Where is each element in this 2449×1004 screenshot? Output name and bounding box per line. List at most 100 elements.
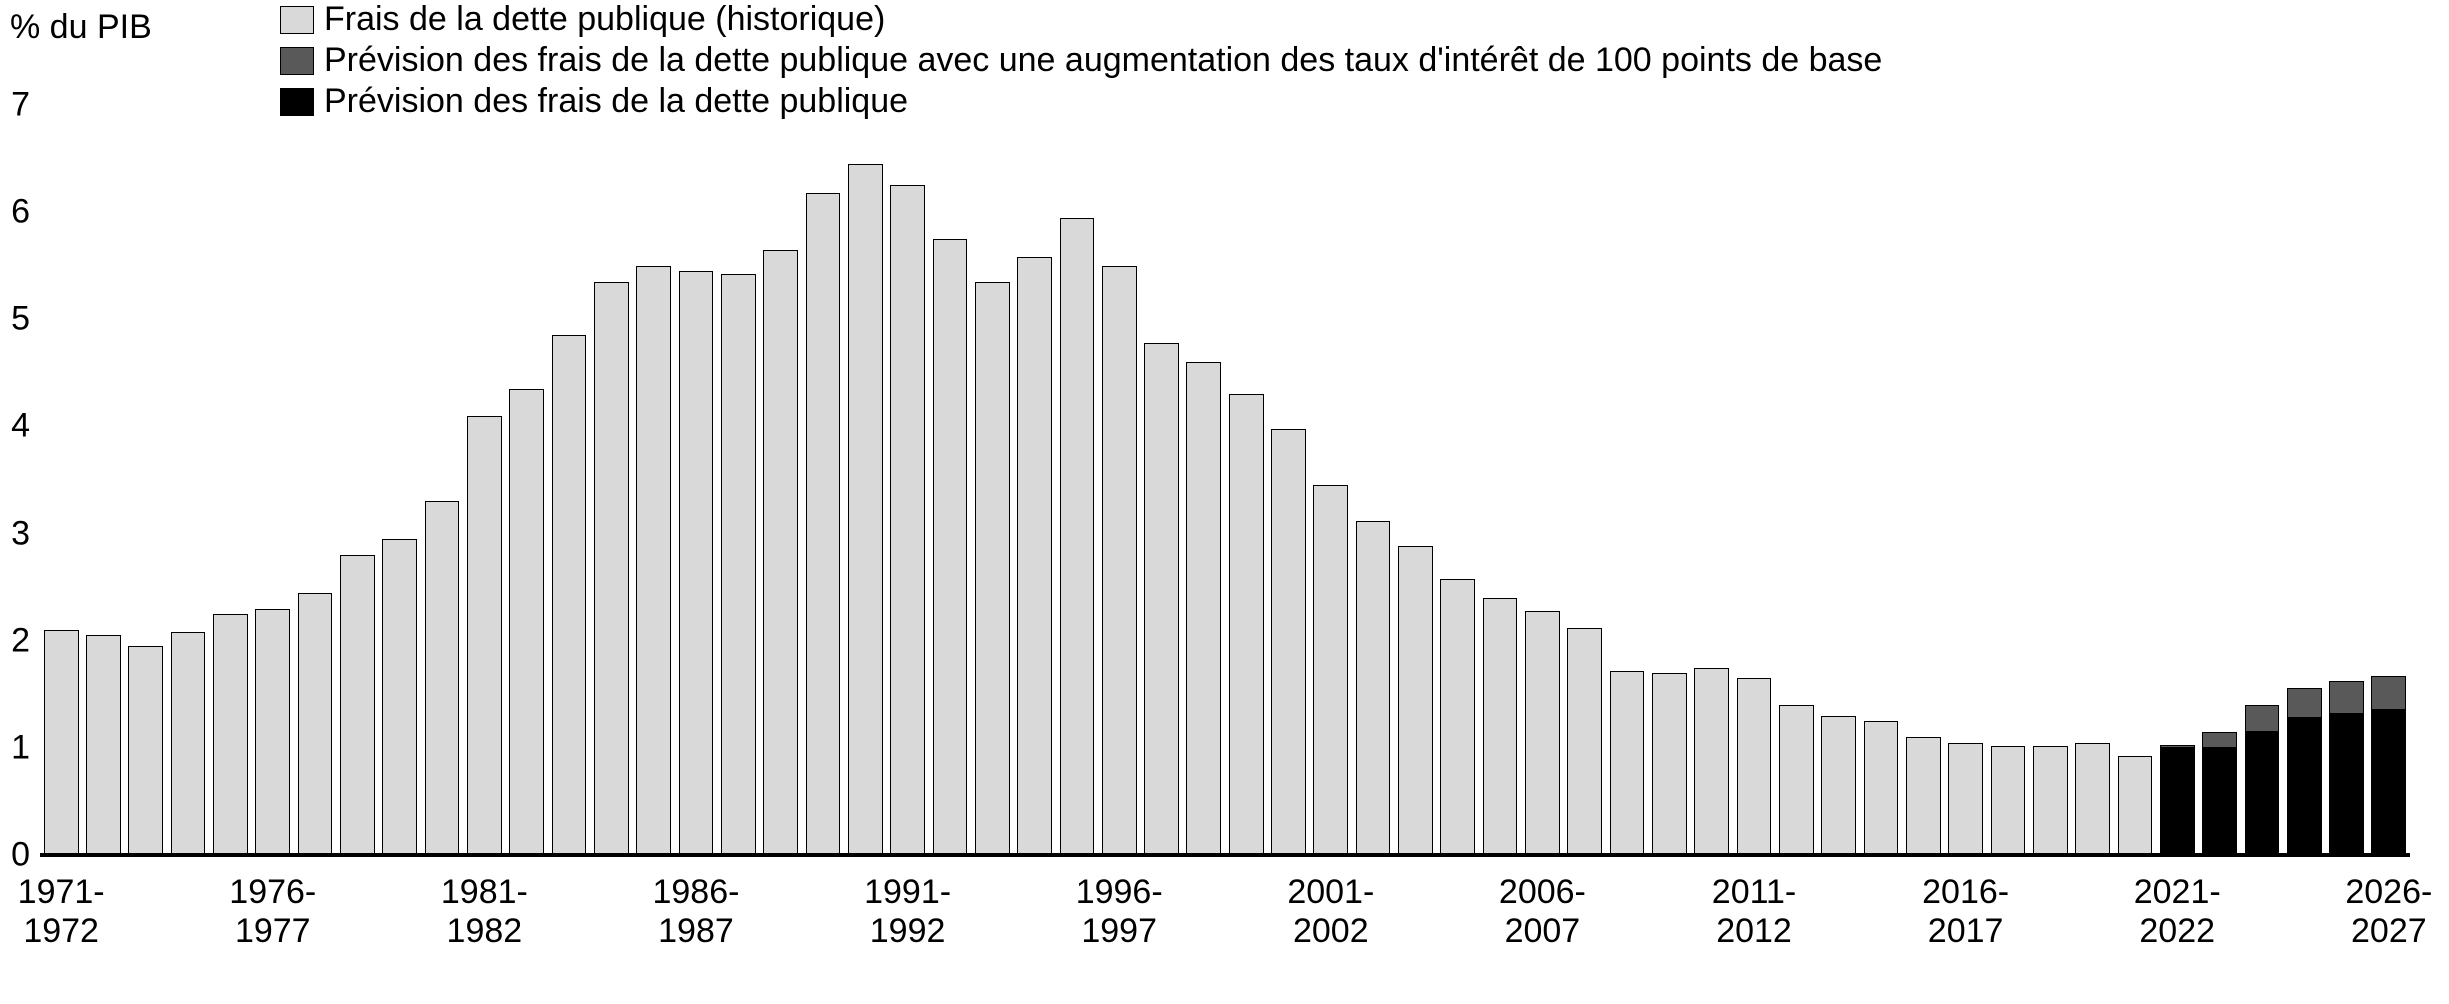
x-tick-label: 2026- 2027 [2345,873,2432,951]
bar [44,105,79,855]
bar-segment-historical [1398,546,1433,855]
bar [128,105,163,855]
bar-segment-forecast_plus_100bp [2371,676,2406,710]
bar [340,105,375,855]
bar [2033,105,2068,855]
bars-layer [40,105,2410,855]
bar-segment-historical [467,416,502,855]
bar-segment-historical [1991,746,2026,855]
bar-segment-historical [1102,266,1137,855]
bar-segment-historical [1737,678,1772,855]
bar [2160,105,2195,855]
legend-swatch [280,6,314,34]
bar-segment-forecast [2371,710,2406,855]
bar-segment-historical [340,555,375,855]
bar-segment-historical [171,632,206,855]
bar-segment-historical [594,282,629,855]
bar-segment-historical [1694,668,1729,856]
bar-segment-forecast_plus_100bp [2245,705,2280,732]
bar [382,105,417,855]
bar-segment-historical [721,274,756,855]
bar-segment-historical [1525,611,1560,855]
bar-segment-historical [1906,737,1941,855]
bar-segment-historical [1821,716,1856,855]
bar-segment-historical [1060,218,1095,856]
bar-segment-historical [679,271,714,855]
bar [467,105,502,855]
bar [1144,105,1179,855]
bar-segment-historical [1356,521,1391,855]
bar-segment-historical [1483,598,1518,855]
bar-segment-historical [975,282,1010,855]
bar-segment-historical [2033,746,2068,855]
x-tick-label: 2021- 2022 [2134,873,2221,951]
bar-segment-historical [2118,756,2153,855]
legend-label: Frais de la dette publique (historique) [324,0,885,39]
bar-segment-historical [44,630,79,855]
bar [1313,105,1348,855]
bar-segment-historical [552,335,587,855]
bar-segment-historical [1313,485,1348,855]
bar [763,105,798,855]
chart-container: % du PIB Frais de la dette publique (his… [0,0,2449,1004]
bar [1821,105,1856,855]
bar-segment-forecast_plus_100bp [2202,732,2237,748]
x-tick-label: 1981- 1982 [441,873,528,951]
bar-segment-historical [806,193,841,855]
bar-segment-historical [1610,671,1645,855]
x-tick-label: 1996- 1997 [1076,873,1163,951]
y-tick-label: 1 [11,728,30,767]
bar-segment-forecast [2160,748,2195,855]
bar [1483,105,1518,855]
y-tick-label: 6 [11,193,30,232]
bar-segment-forecast_plus_100bp [2287,688,2322,718]
bar [1440,105,1475,855]
bar [2118,105,2153,855]
bar [2202,105,2237,855]
bar [1610,105,1645,855]
bar [848,105,883,855]
bar-segment-historical [1017,257,1052,855]
bar-segment-historical [1186,362,1221,855]
bar [1737,105,1772,855]
bar [425,105,460,855]
bar [890,105,925,855]
x-tick-label: 1976- 1977 [229,873,316,951]
bar [1567,105,1602,855]
bar [1694,105,1729,855]
bar [721,105,756,855]
bar [1229,105,1264,855]
x-tick-label: 1986- 1987 [652,873,739,951]
y-tick-label: 7 [11,86,30,125]
bar-segment-forecast_plus_100bp [2160,745,2195,748]
bar [1906,105,1941,855]
bar [171,105,206,855]
bar [213,105,248,855]
bar [509,105,544,855]
bar-segment-historical [1779,705,1814,855]
bar-segment-historical [2075,743,2110,856]
bar [1060,105,1095,855]
bar [2329,105,2364,855]
bar-segment-historical [1567,628,1602,855]
legend-item: Frais de la dette publique (historique) [280,0,1882,39]
bar-segment-historical [1229,394,1264,855]
y-axis-title: % du PIB [10,8,152,47]
x-tick-label: 2016- 2017 [1922,873,2009,951]
legend-swatch [280,47,314,75]
x-tick-label: 1971- 1972 [18,873,105,951]
bar [975,105,1010,855]
bar [1017,105,1052,855]
bar [636,105,671,855]
bar-segment-historical [763,250,798,855]
y-tick-label: 0 [11,836,30,875]
bar [298,105,333,855]
bar-segment-historical [1440,579,1475,855]
bar [806,105,841,855]
bar-segment-historical [255,609,290,855]
bar-segment-historical [382,539,417,855]
bar [1525,105,1560,855]
bar-segment-forecast [2329,714,2364,855]
legend-item: Prévision des frais de la dette publique… [280,41,1882,80]
plot-area [40,105,2410,855]
